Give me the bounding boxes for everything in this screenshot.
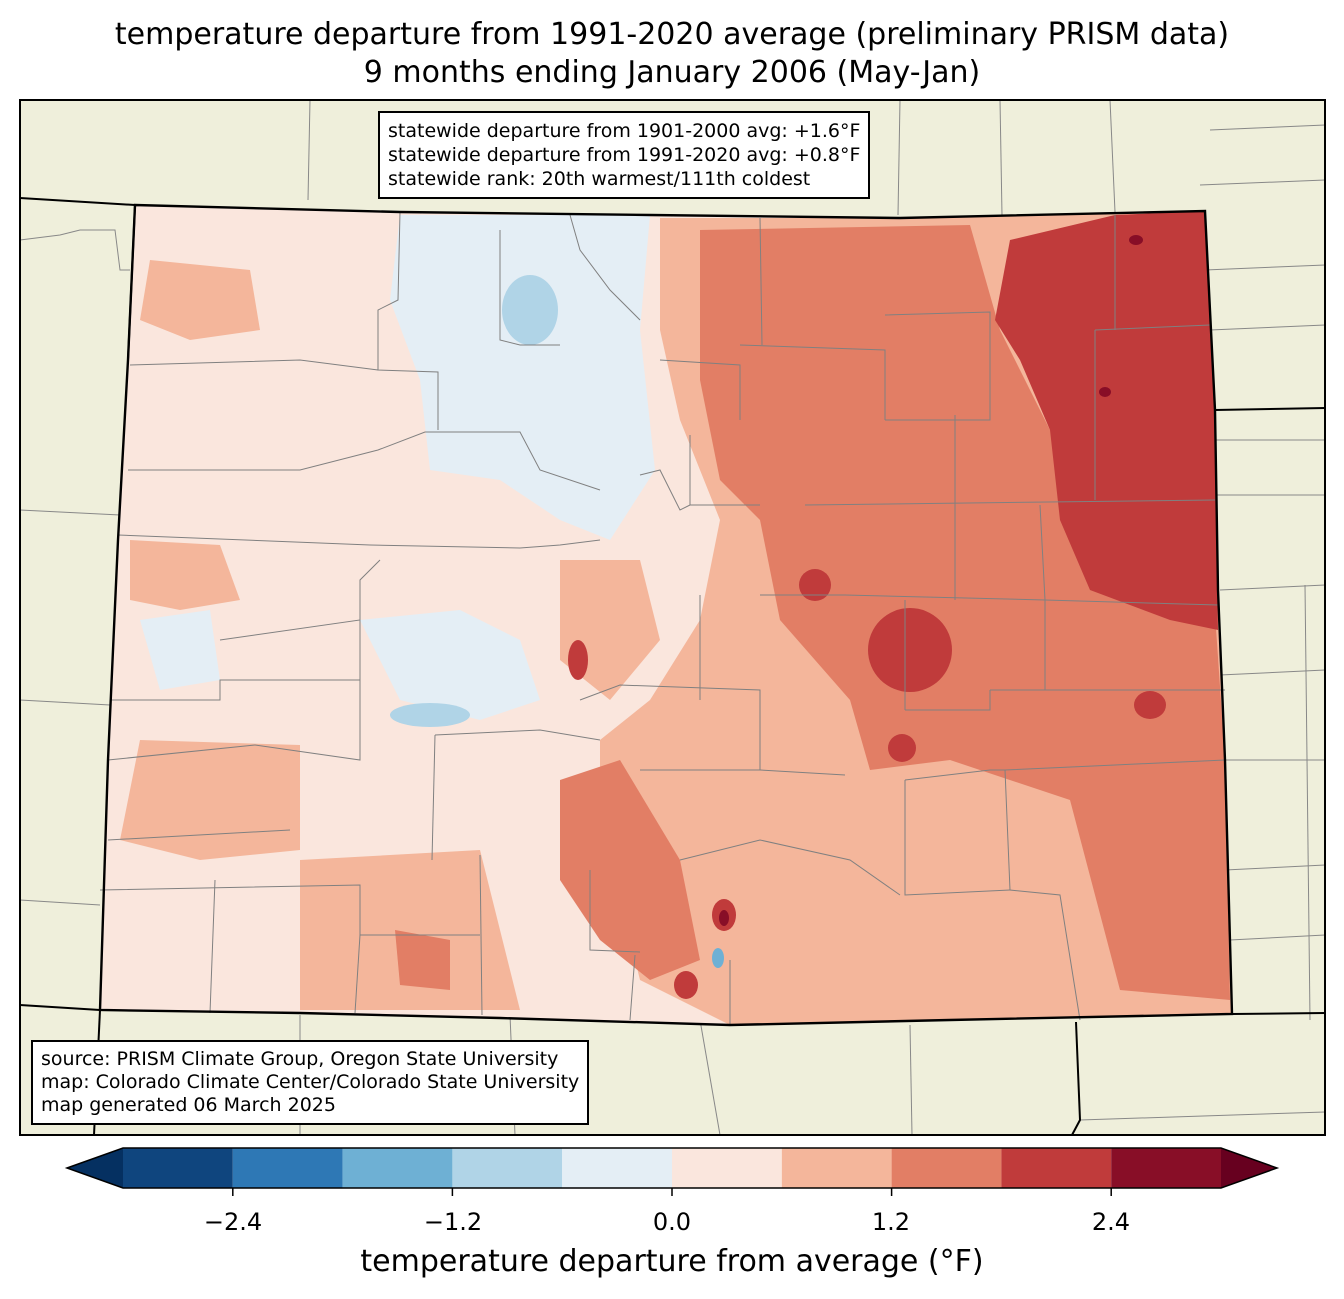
colorbar-bin	[781, 1148, 892, 1188]
colorbar-bin	[672, 1148, 782, 1188]
county-lines	[99, 211, 1226, 1025]
colorbar	[64, 1147, 1280, 1196]
colorbar-bin	[452, 1148, 563, 1188]
source-line-3: map generated 06 March 2025	[41, 1094, 336, 1116]
colorbar-tick-label: −1.2	[423, 1208, 483, 1236]
colorbar-outline	[64, 1147, 1280, 1189]
title-line-1: temperature departure from 1991-2020 ave…	[114, 17, 1230, 52]
colorbar-bin	[1111, 1148, 1221, 1188]
colorado-border	[98, 203, 1234, 1027]
colorbar-bin	[1001, 1148, 1112, 1188]
colorbar-bin	[891, 1148, 1002, 1188]
stats-line-3: statewide rank: 20th warmest/111th colde…	[388, 168, 811, 190]
colorbar-tick-label: −2.4	[203, 1208, 263, 1236]
colorbar-over-arrow	[1221, 1148, 1277, 1188]
colorbar-tick-label: 2.4	[1091, 1208, 1131, 1236]
colorbar-tick-label: 1.2	[871, 1208, 911, 1236]
state-borders	[19, 197, 1326, 1136]
stats-line-2: statewide departure from 1991-2020 avg: …	[388, 144, 861, 166]
colorbar-tick-label: 0.0	[652, 1208, 692, 1236]
source-line-2: map: Colorado Climate Center/Colorado St…	[41, 1071, 580, 1093]
colorbar-label: temperature departure from average (°F)	[360, 1244, 984, 1279]
source-line-1: source: PRISM Climate Group, Oregon Stat…	[41, 1048, 559, 1070]
statewide-stats-box: statewide departure from 1901-2000 avg: …	[378, 111, 871, 199]
title-line-2: 9 months ending January 2006 (May-Jan)	[363, 55, 981, 90]
colorbar-bin	[232, 1148, 343, 1188]
anomaly-patches	[120, 211, 1232, 1025]
colorbar-bin	[342, 1148, 453, 1188]
stats-line-1: statewide departure from 1901-2000 avg: …	[388, 120, 861, 142]
source-box: source: PRISM Climate Group, Oregon Stat…	[31, 1040, 590, 1125]
colorbar-bin	[123, 1148, 233, 1188]
colorbar-under-arrow	[67, 1148, 123, 1188]
colorbar-bin	[562, 1148, 672, 1188]
map-frame	[19, 99, 1326, 1136]
